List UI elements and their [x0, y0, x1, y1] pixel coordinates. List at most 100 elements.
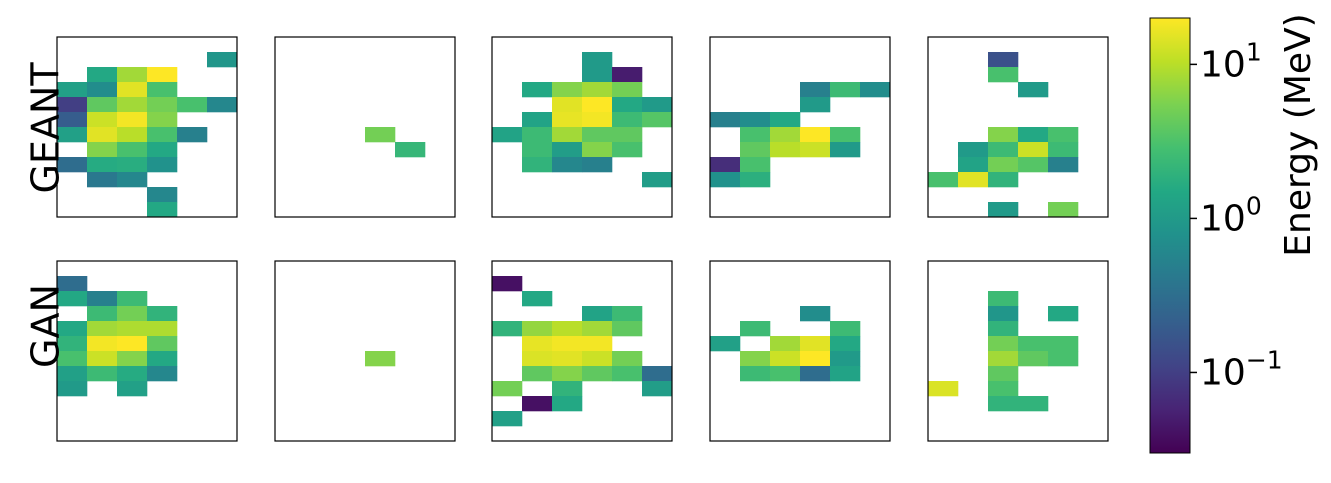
heatmap-cell	[522, 351, 553, 367]
heatmap-cell	[1018, 336, 1049, 352]
heatmap-cell	[147, 187, 178, 203]
heatmap-cell	[612, 97, 643, 113]
heatmap-cell	[117, 157, 148, 173]
heatmap-cell	[87, 172, 118, 188]
panel-gan-4	[709, 260, 891, 442]
heatmap-cell	[830, 336, 861, 352]
heatmap-cell	[147, 82, 178, 98]
heatmap-cell	[770, 366, 801, 382]
heatmap-cell	[1048, 202, 1079, 218]
heatmap-cell	[552, 381, 583, 397]
heatmap-cell	[988, 142, 1019, 158]
heatmap-cell	[612, 306, 643, 322]
heatmap-cell	[87, 67, 118, 83]
heatmap-cell	[147, 127, 178, 143]
panel-frame	[491, 36, 673, 218]
heatmap-cell	[582, 157, 613, 173]
heatmap-cell	[582, 82, 613, 98]
heatmap-cell	[57, 127, 88, 143]
heatmap-cell	[57, 276, 88, 292]
heatmap-cell	[57, 291, 88, 307]
heatmap-cell	[87, 321, 118, 337]
heatmap-cell	[147, 142, 178, 158]
heatmap-cell	[552, 351, 583, 367]
heatmap-cell	[57, 321, 88, 337]
panel-frame	[56, 260, 238, 442]
heatmap-cell	[800, 127, 831, 143]
panel-gan-5	[927, 260, 1109, 442]
heatmap-cell	[87, 351, 118, 367]
heatmap-cell	[612, 82, 643, 98]
heatmap-cell	[642, 381, 673, 397]
colorbar-gradient	[1149, 17, 1191, 454]
heatmap-cell	[87, 112, 118, 128]
heatmap-cell	[582, 306, 613, 322]
panel-gan-1	[56, 260, 238, 442]
panel-geant-2	[274, 36, 456, 218]
panel-frame	[56, 36, 238, 218]
heatmap-cell	[57, 381, 88, 397]
heatmap-cell	[57, 366, 88, 382]
heatmap-cell	[552, 112, 583, 128]
heatmap-cell	[57, 112, 88, 128]
heatmap-cell	[1048, 336, 1079, 352]
heatmap-cell	[87, 142, 118, 158]
heatmap-cell	[988, 157, 1019, 173]
row-label-gan: GAN	[24, 284, 68, 368]
heatmap-cell	[147, 336, 178, 352]
heatmap-cell	[800, 97, 831, 113]
heatmap-cell	[740, 321, 771, 337]
heatmap-cell	[117, 112, 148, 128]
heatmap-cell	[147, 157, 178, 173]
heatmap-cell	[492, 127, 523, 143]
heatmap-cell	[117, 351, 148, 367]
heatmap-cell	[582, 112, 613, 128]
heatmap-cell	[582, 97, 613, 113]
heatmap-cell	[740, 142, 771, 158]
heatmap-cell	[117, 381, 148, 397]
heatmap-cell	[988, 366, 1019, 382]
heatmap-cell	[1018, 127, 1049, 143]
heatmap-cell	[117, 67, 148, 83]
heatmap-cell	[740, 127, 771, 143]
heatmap-cell	[612, 351, 643, 367]
heatmap-cell	[365, 127, 396, 143]
panel-gan-2	[274, 260, 456, 442]
heatmap-cell	[770, 351, 801, 367]
heatmap-cell	[582, 142, 613, 158]
heatmap-cell	[988, 172, 1019, 188]
heatmap-cell	[582, 127, 613, 143]
heatmap-cell	[770, 127, 801, 143]
heatmap-cell	[522, 157, 553, 173]
heatmap-cell	[1048, 127, 1079, 143]
heatmap-cell	[1048, 351, 1079, 367]
heatmap-cell	[612, 321, 643, 337]
panel-frame	[274, 260, 456, 442]
heatmap-cell	[582, 67, 613, 83]
heatmap-cell	[147, 351, 178, 367]
colorbar-tick-label: 100	[1200, 191, 1262, 239]
heatmap-cell	[552, 336, 583, 352]
heatmap-cell	[582, 336, 613, 352]
panel-frame	[274, 36, 456, 218]
panel-grid	[56, 36, 1109, 442]
heatmap-cell	[710, 172, 741, 188]
panel-frame	[709, 260, 891, 442]
heatmap-cell	[147, 321, 178, 337]
heatmap-cell	[57, 351, 88, 367]
heatmap-cell	[522, 366, 553, 382]
heatmap-cell	[87, 366, 118, 382]
heatmap-cell	[117, 82, 148, 98]
heatmap-cell	[1018, 396, 1049, 412]
heatmap-cell	[87, 157, 118, 173]
heatmap-cell	[1018, 82, 1049, 98]
heatmap-cell	[860, 82, 891, 98]
panel-geant-4	[709, 36, 891, 218]
heatmap-cell	[582, 52, 613, 68]
panel-frame	[709, 36, 891, 218]
heatmap-cell	[830, 351, 861, 367]
panel-geant-1	[56, 36, 238, 218]
heatmap-cell	[612, 366, 643, 382]
heatmap-cell	[87, 306, 118, 322]
heatmap-cell	[552, 396, 583, 412]
